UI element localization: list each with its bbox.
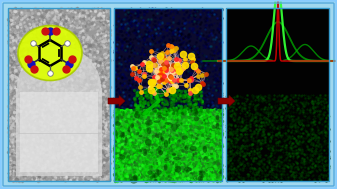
Ellipse shape: [145, 139, 152, 146]
Ellipse shape: [122, 111, 125, 116]
Ellipse shape: [122, 132, 125, 138]
Ellipse shape: [194, 107, 197, 115]
Ellipse shape: [115, 130, 118, 137]
Ellipse shape: [114, 140, 117, 143]
Ellipse shape: [184, 167, 191, 172]
Ellipse shape: [147, 127, 151, 134]
FancyArrow shape: [218, 95, 235, 106]
Ellipse shape: [18, 26, 82, 81]
Ellipse shape: [119, 154, 122, 156]
Ellipse shape: [168, 138, 171, 144]
Ellipse shape: [155, 133, 160, 138]
Ellipse shape: [198, 176, 203, 182]
Ellipse shape: [134, 112, 141, 118]
Ellipse shape: [184, 146, 188, 151]
Ellipse shape: [157, 170, 159, 176]
Ellipse shape: [164, 158, 170, 161]
Wedge shape: [17, 46, 101, 88]
Bar: [8, 8, 110, 181]
Ellipse shape: [143, 149, 147, 156]
Bar: [20, 92, 98, 172]
Ellipse shape: [125, 137, 128, 144]
Ellipse shape: [158, 150, 163, 155]
Ellipse shape: [204, 156, 208, 160]
Ellipse shape: [155, 170, 161, 175]
Ellipse shape: [128, 127, 130, 132]
Bar: [114, 8, 222, 109]
Bar: [8, 8, 110, 181]
Bar: [226, 8, 329, 181]
Ellipse shape: [216, 123, 219, 129]
Ellipse shape: [193, 108, 198, 116]
Ellipse shape: [115, 121, 121, 126]
Bar: [226, 8, 329, 181]
Bar: [114, 8, 222, 181]
Ellipse shape: [172, 161, 174, 164]
Ellipse shape: [199, 171, 203, 179]
Ellipse shape: [199, 170, 205, 173]
Ellipse shape: [154, 120, 160, 123]
Ellipse shape: [174, 166, 181, 173]
Ellipse shape: [161, 136, 164, 141]
Ellipse shape: [157, 115, 162, 119]
Ellipse shape: [139, 135, 143, 137]
Ellipse shape: [216, 115, 219, 120]
Ellipse shape: [172, 153, 176, 156]
Ellipse shape: [164, 122, 171, 125]
Ellipse shape: [133, 175, 137, 181]
Ellipse shape: [120, 132, 124, 137]
Ellipse shape: [219, 169, 223, 175]
Ellipse shape: [119, 155, 125, 160]
FancyArrow shape: [108, 95, 125, 106]
Ellipse shape: [194, 116, 199, 121]
Ellipse shape: [182, 135, 188, 140]
Ellipse shape: [171, 124, 178, 131]
Ellipse shape: [154, 179, 158, 182]
Ellipse shape: [201, 173, 204, 178]
Ellipse shape: [152, 173, 157, 178]
Ellipse shape: [164, 164, 167, 171]
Ellipse shape: [189, 146, 197, 151]
Ellipse shape: [147, 170, 153, 175]
Ellipse shape: [130, 176, 137, 184]
Ellipse shape: [192, 153, 194, 156]
Bar: [114, 8, 222, 109]
Ellipse shape: [153, 174, 155, 177]
Ellipse shape: [173, 157, 181, 160]
Ellipse shape: [160, 133, 162, 140]
Bar: [16, 88, 102, 176]
Ellipse shape: [164, 140, 168, 148]
Ellipse shape: [145, 120, 153, 125]
Ellipse shape: [130, 123, 134, 128]
Ellipse shape: [203, 146, 207, 153]
Ellipse shape: [206, 138, 210, 141]
Bar: [114, 109, 222, 181]
Ellipse shape: [158, 146, 161, 153]
